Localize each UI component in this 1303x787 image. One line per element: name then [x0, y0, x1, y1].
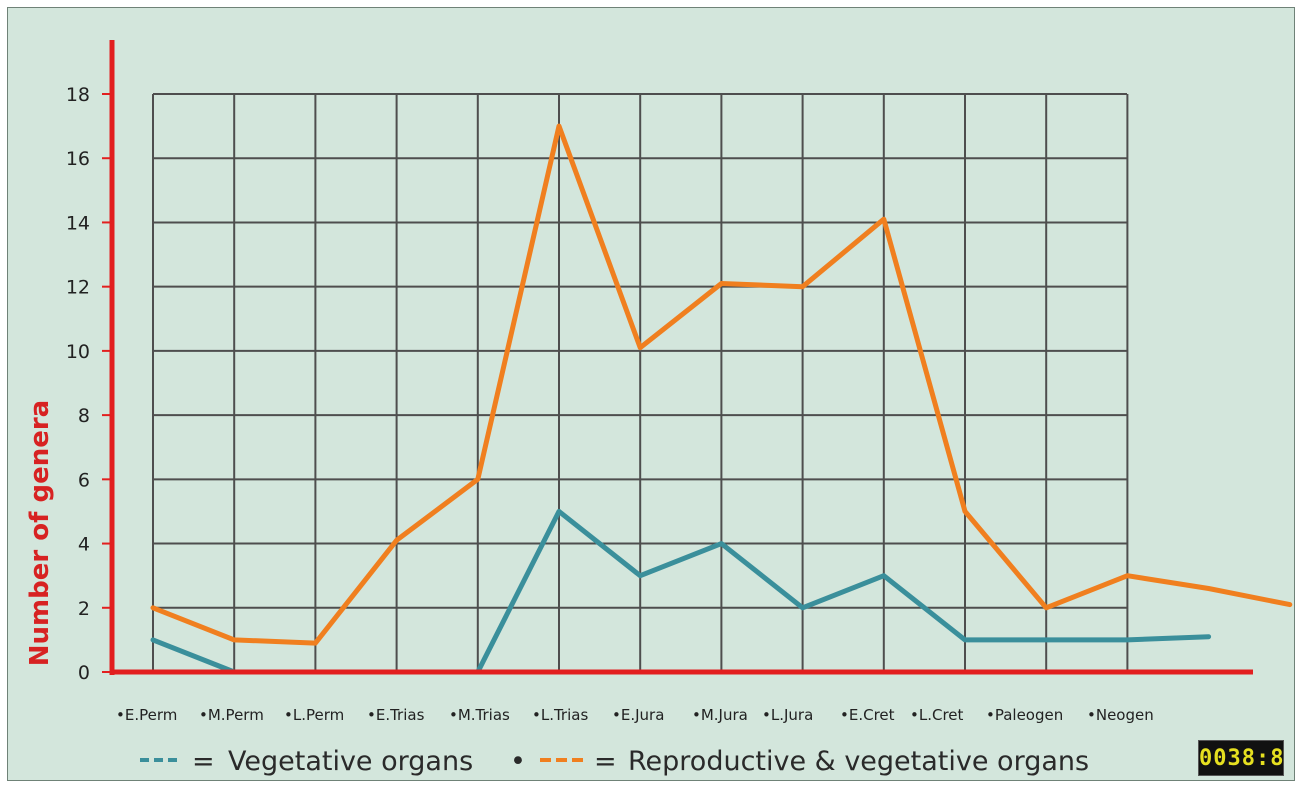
frame-counter: 0038:8 — [1198, 740, 1284, 776]
y-tick-label: 12 — [66, 277, 90, 299]
legend-vegetative-label: Vegetative organs — [228, 746, 473, 777]
axes — [109, 40, 1253, 675]
x-category-label: •E.Cret — [840, 706, 895, 724]
series-line-vegetative — [475, 508, 1212, 675]
series-line-vegetative — [150, 637, 237, 675]
x-category-label: •M.Perm — [199, 706, 264, 724]
grid — [152, 93, 1129, 672]
x-category-label: •M.Trias — [449, 706, 510, 724]
y-tick-label: 8 — [78, 405, 90, 427]
x-category-label: •L.Jura — [762, 706, 813, 724]
legend-reproductive-prefix: = — [594, 746, 617, 777]
y-tick-label: 16 — [66, 148, 90, 170]
series-line-reproductive — [150, 123, 1293, 646]
x-category-label: •M.Jura — [692, 706, 748, 724]
x-category-labels: •E.Perm •M.Perm •L.Perm •E.Trias •M.Trias •L.… — [116, 706, 1154, 724]
series-layer — [150, 123, 1293, 675]
y-tick-labels: 0 2 4 6 8 10 12 14 16 18 — [66, 84, 112, 684]
x-category-label: •Neogen — [1087, 706, 1154, 724]
x-category-label: •E.Trias — [367, 706, 425, 724]
x-category-label: •L.Cret — [910, 706, 964, 724]
x-category-label: •L.Trias — [532, 706, 588, 724]
y-tick-label: 18 — [66, 84, 90, 106]
legend-separator: • — [510, 746, 526, 777]
legend: = Vegetative organs • = Reproductive & v… — [140, 746, 1089, 777]
y-tick-label: 10 — [66, 341, 90, 363]
x-category-label: •E.Perm — [116, 706, 177, 724]
y-tick-label: 14 — [66, 212, 90, 234]
y-tick-label: 4 — [78, 534, 90, 556]
x-category-label: •Paleogen — [986, 706, 1063, 724]
legend-reproductive-label: Reproductive & vegetative organs — [628, 746, 1089, 777]
x-category-label: •E.Jura — [612, 706, 664, 724]
x-category-label: •L.Perm — [284, 706, 344, 724]
y-tick-label: 0 — [78, 662, 90, 684]
y-tick-label: 6 — [78, 469, 90, 491]
chart-background — [7, 7, 1295, 781]
legend-vegetative-prefix: = — [192, 746, 215, 777]
y-tick-label: 2 — [78, 598, 90, 620]
y-axis-label: Number of genera — [25, 400, 55, 666]
